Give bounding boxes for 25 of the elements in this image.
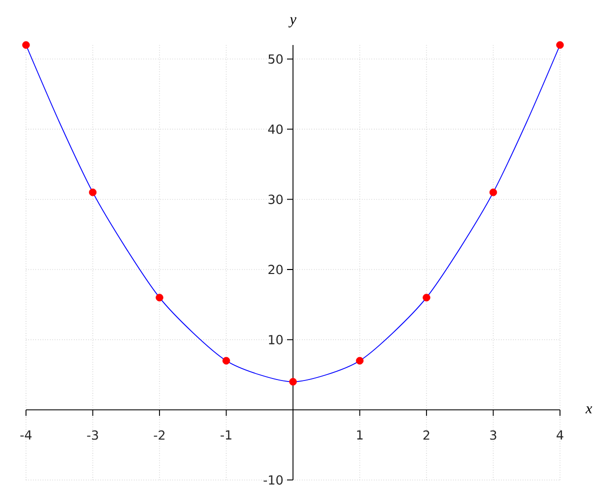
y-tick-label: 20 — [268, 264, 283, 274]
point — [22, 41, 30, 49]
y-tick-label: 40 — [268, 124, 283, 134]
x-tick-label: -2 — [154, 430, 164, 440]
x-tick-label: -3 — [87, 430, 98, 440]
x-tick-label: 4 — [556, 430, 564, 440]
point — [422, 294, 430, 302]
x-tick-label: 3 — [490, 430, 496, 440]
x-tick-label: -4 — [20, 430, 32, 440]
point — [289, 378, 297, 386]
x-tick-label: 2 — [423, 430, 430, 440]
y-tick-label: -10 — [264, 475, 283, 485]
point — [88, 188, 97, 196]
point — [356, 356, 364, 365]
point — [222, 356, 230, 365]
y-axis-title: y — [288, 17, 296, 28]
y-tick-label: 10 — [268, 334, 283, 344]
y-tick-label: 50 — [268, 54, 283, 64]
x-tick-label: -1 — [220, 430, 232, 440]
point — [489, 188, 498, 196]
point — [156, 294, 164, 302]
x-axis-title: x — [585, 406, 592, 414]
point — [556, 41, 564, 49]
x-tick-label: 1 — [357, 430, 363, 440]
y-tick-label: 30 — [268, 194, 283, 204]
